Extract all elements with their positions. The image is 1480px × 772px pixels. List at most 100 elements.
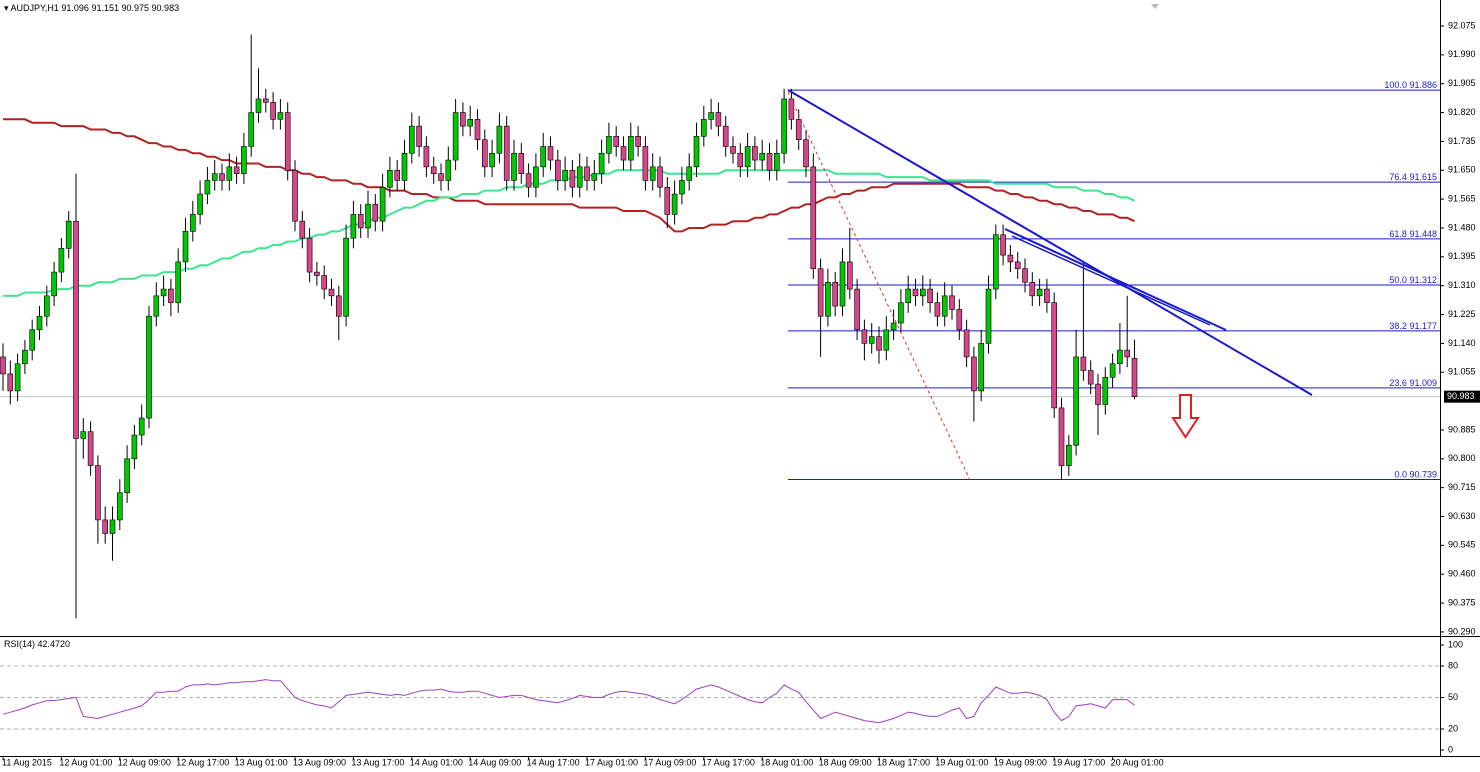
rsi-header: RSI(14) 42.4720 xyxy=(4,639,70,649)
candle-body xyxy=(182,231,189,263)
y-tick-label: 91.735 xyxy=(1448,136,1476,146)
candle-body xyxy=(1124,349,1130,358)
fib-price: 90.739 xyxy=(1409,470,1437,480)
candle-body xyxy=(861,329,868,344)
candle-body xyxy=(664,186,671,215)
candle-body xyxy=(335,295,342,317)
candle-body xyxy=(284,112,291,171)
candle-body xyxy=(518,152,525,174)
axes: 92.075 91.990 91.905 91.820 91.735 91.650 91.5… xyxy=(2,20,1480,767)
x-tick-label: 17 Aug 17:00 xyxy=(702,757,755,767)
candle-body xyxy=(423,146,430,168)
candle-body xyxy=(474,119,481,141)
y-tick-label: 91.480 xyxy=(1448,222,1476,232)
y-tick-label: 90.545 xyxy=(1448,540,1476,550)
candles xyxy=(0,34,1138,619)
fib-price: 91.448 xyxy=(1409,229,1437,239)
moving-average xyxy=(3,169,1135,297)
fib-level: 23.6 xyxy=(1389,378,1407,388)
last-open: 91.096 xyxy=(61,3,89,13)
candle-body xyxy=(686,166,693,181)
candle-body xyxy=(671,193,678,215)
candle-body xyxy=(1073,356,1079,446)
candle-body xyxy=(211,173,218,181)
x-tick-label: 13 Aug 09:00 xyxy=(293,757,346,767)
rsi-tick-label: 20 xyxy=(1448,723,1458,733)
fib-level-label: 100.0 91.886 xyxy=(1384,81,1437,91)
candle-body xyxy=(934,302,941,317)
candle-body xyxy=(328,288,335,297)
candle-body xyxy=(846,261,853,290)
candle-body xyxy=(1087,370,1094,385)
fib-level-label: 61.8 91.448 xyxy=(1389,229,1437,239)
candle-body xyxy=(401,152,408,181)
candle-body xyxy=(73,220,79,439)
x-tick-label: 14 Aug 09:00 xyxy=(468,757,521,767)
candle-body xyxy=(927,288,933,303)
x-tick-label: 19 Aug 09:00 xyxy=(994,757,1047,767)
candle-body xyxy=(992,234,999,290)
fib-price: 91.177 xyxy=(1409,321,1437,331)
rsi-tick-label: 80 xyxy=(1448,660,1458,670)
candle-body xyxy=(430,166,437,174)
fib-level: 61.8 xyxy=(1389,229,1407,239)
candle-body xyxy=(321,275,328,290)
candle-body xyxy=(912,288,919,297)
candle-body xyxy=(649,166,656,181)
candle-body xyxy=(971,356,977,392)
shift-marker xyxy=(1151,4,1159,9)
y-tick-label: 90.460 xyxy=(1448,569,1476,579)
chart-header: ▾ AUDJPY,H1 91.096 91.151 90.975 90.983 xyxy=(4,3,179,13)
candle-body xyxy=(248,112,254,147)
x-tick-label: 12 Aug 01:00 xyxy=(59,757,112,767)
fib-level: 38.2 xyxy=(1389,321,1407,331)
candle-body xyxy=(613,136,620,147)
candle-body xyxy=(730,146,736,154)
candle-body xyxy=(241,146,247,174)
rsi-name: RSI(14) xyxy=(4,639,35,649)
candle-body xyxy=(978,343,985,392)
candle-body xyxy=(1109,363,1116,378)
candle-body xyxy=(708,112,714,120)
candle-body xyxy=(620,146,627,161)
candle-body xyxy=(1095,383,1101,405)
candle-body xyxy=(22,349,28,365)
moving-average xyxy=(3,118,1135,233)
candle-body xyxy=(788,98,795,120)
last-low: 90.975 xyxy=(122,3,150,13)
candle-body xyxy=(1080,356,1087,371)
candle-body xyxy=(898,302,904,324)
candle-body xyxy=(963,329,970,358)
candle-body xyxy=(715,112,722,127)
candle-body xyxy=(744,146,751,168)
candle-body xyxy=(1000,234,1006,256)
candle-body xyxy=(598,152,605,174)
candle-body xyxy=(1117,349,1123,365)
x-tick-label: 11 Aug 2015 xyxy=(2,757,52,767)
candle-body xyxy=(153,295,160,317)
candle-body xyxy=(51,271,57,297)
candle-body xyxy=(481,139,488,168)
candle-body xyxy=(868,336,875,344)
candle-body xyxy=(1051,302,1057,409)
fib-level: 100.0 xyxy=(1384,81,1407,91)
fib-level-label: 0.0 90.739 xyxy=(1394,470,1437,480)
y-tick-label: 91.055 xyxy=(1448,367,1476,377)
x-tick-label: 19 Aug 17:00 xyxy=(1052,757,1105,767)
candle-body xyxy=(1131,358,1138,397)
candle-body xyxy=(825,281,831,317)
candle-body xyxy=(299,220,306,239)
y-tick-label: 90.630 xyxy=(1448,511,1476,521)
candle-body xyxy=(14,363,21,392)
candle-body xyxy=(1007,254,1014,263)
y-tick-label: 90.800 xyxy=(1448,453,1476,463)
fib-level-label: 23.6 91.009 xyxy=(1389,378,1437,388)
fib-level: 50.0 xyxy=(1389,275,1407,285)
x-tick-label: 20 Aug 01:00 xyxy=(1111,757,1164,767)
annotations xyxy=(787,89,1313,481)
fib-price: 91.615 xyxy=(1409,173,1437,183)
candle-body xyxy=(387,169,393,188)
y-tick-label: 91.395 xyxy=(1448,251,1476,261)
candle-body xyxy=(890,322,897,331)
